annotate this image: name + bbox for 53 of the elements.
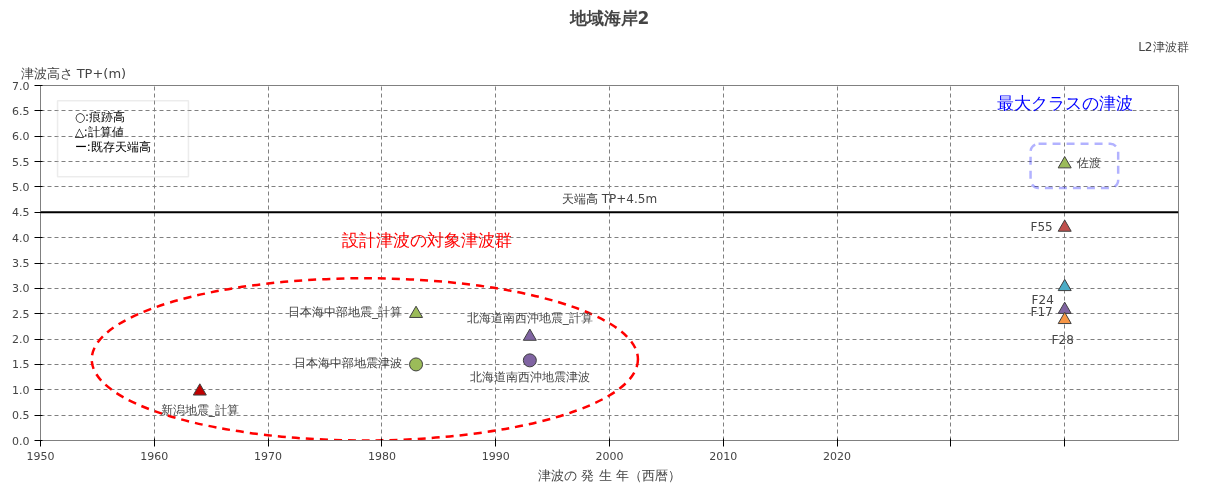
point — [522, 353, 537, 368]
point — [192, 383, 207, 396]
point — [1057, 311, 1072, 325]
point — [409, 305, 424, 318]
point — [522, 328, 537, 341]
series-label: F17 — [1030, 304, 1053, 319]
point — [1057, 219, 1072, 232]
x-tick-label: 1970 — [254, 449, 283, 463]
point — [1057, 301, 1072, 314]
series-label: F24 — [1031, 292, 1054, 307]
y-tick-label: 2.0 — [12, 333, 30, 347]
y-axis-title: 津波高さ TP+(m) — [20, 65, 127, 81]
y-tick-label: 0.0 — [12, 434, 30, 448]
annotation: △:計算値 — [74, 124, 124, 139]
series-label: F55 — [1030, 219, 1053, 234]
series-label: 日本海中部地震_計算 — [288, 304, 403, 319]
series-label: 新潟地震_計算 — [160, 403, 239, 418]
point — [1057, 278, 1072, 292]
x-tick-label: 1960 — [140, 449, 169, 463]
y-tick-label: 6.0 — [12, 130, 30, 144]
y-tick-label: 4.5 — [12, 206, 30, 220]
annotation: 設計津波の対象津波群 — [342, 230, 513, 251]
x-tick-label: 2010 — [709, 449, 738, 463]
ref-line-label: 天端高 TP+4.5m — [561, 192, 658, 207]
series-label: 北海道南西沖地震津波 — [469, 370, 590, 385]
chart-title: 地域海岸2 — [568, 7, 650, 28]
y-tick-label: 0.5 — [12, 409, 30, 423]
series-label: 北海道南西沖地震_計算 — [466, 310, 593, 325]
y-tick-label: 3.0 — [12, 282, 30, 296]
y-tick-label: 4.0 — [12, 231, 30, 245]
x-tick-label: 1950 — [26, 449, 55, 463]
y-tick-label: 1.5 — [12, 358, 30, 372]
x-tick-label: 1990 — [481, 449, 510, 463]
point — [409, 357, 424, 372]
series-label: F28 — [1051, 332, 1074, 347]
annotation: ー:既存天端高 — [74, 139, 151, 154]
annotation: 最大クラスの津波 — [996, 93, 1133, 114]
point — [1057, 156, 1072, 169]
x-axis-title: 津波の 発 生 年（西暦） — [538, 467, 681, 483]
x-tick-label: 2000 — [595, 449, 624, 463]
y-tick-label: 1.0 — [12, 383, 30, 397]
x-tick-label: 2020 — [823, 449, 852, 463]
y-tick-label: 2.5 — [12, 307, 30, 321]
y-tick-label: 5.5 — [12, 155, 30, 169]
y-tick-label: 5.0 — [12, 180, 30, 194]
y-tick-label: 3.5 — [12, 257, 30, 270]
series-label: 佐渡 — [1076, 156, 1101, 171]
y-tick-label: 7.0 — [12, 79, 30, 93]
x-tick-label: 1980 — [367, 449, 396, 463]
annotation: ○:痕跡高 — [74, 109, 126, 124]
y-tick-label: 6.5 — [12, 104, 30, 118]
series-label: 日本海中部地震津波 — [294, 356, 403, 371]
text: L2津波群 — [1138, 39, 1189, 54]
